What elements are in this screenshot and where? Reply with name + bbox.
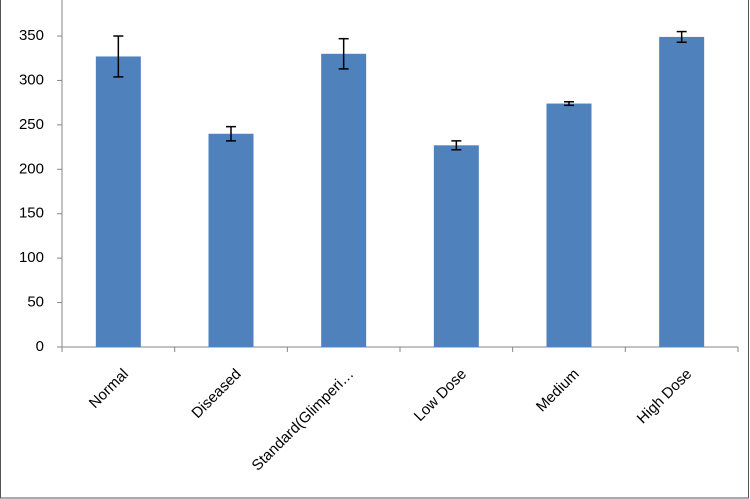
bar [433,145,479,347]
y-tick-label: 350 [19,27,44,44]
bar [659,36,705,347]
y-tick-label: 100 [19,249,44,266]
y-tick-label: 150 [19,205,44,222]
y-tick-label: 50 [27,294,44,311]
bar [95,56,141,347]
bar [321,53,367,348]
x-tick-label: High Dose [634,366,696,428]
y-tick-label: 250 [19,116,44,133]
error-bar [676,30,687,43]
x-tick-label: Medium [533,366,583,416]
error-bar [226,125,236,142]
x-tick-label: Low Dose [411,366,470,425]
bar [208,133,254,347]
y-tick-label: 0 [36,338,44,355]
x-tick-label: Diseased [188,366,244,422]
error-bar [113,35,124,78]
bar [546,103,592,348]
y-tick-label: 300 [19,71,44,88]
y-tick-label: 200 [19,160,44,177]
error-bar [338,37,349,70]
error-bar [451,140,462,151]
x-tick-label: Standard(Glimperi… [249,366,358,475]
error-bar [564,101,574,107]
x-tick-label: Normal [86,366,132,412]
